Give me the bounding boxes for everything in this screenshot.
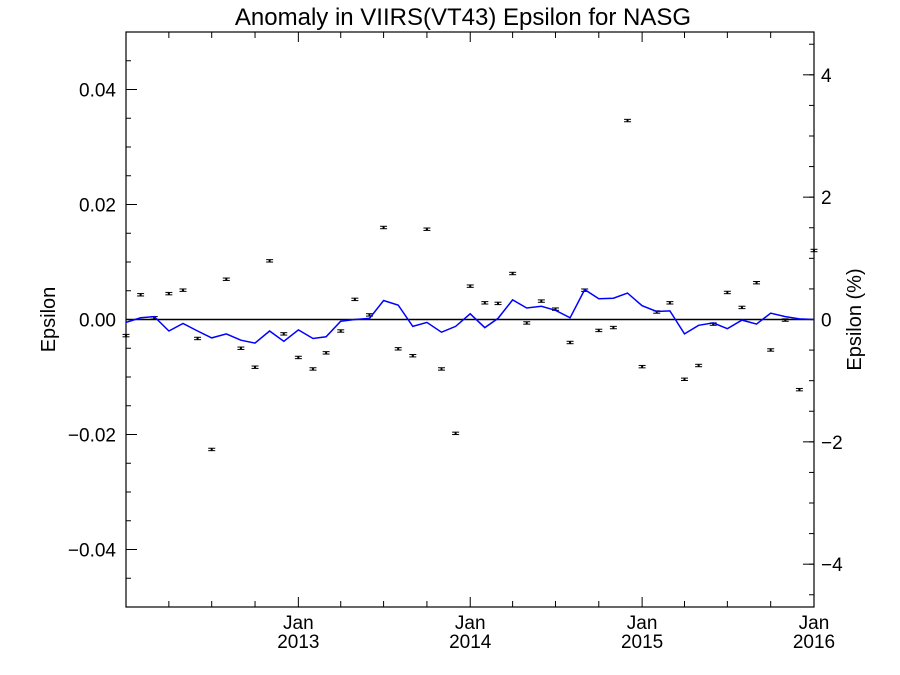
x-tick-month: Jan bbox=[283, 613, 314, 634]
data-point bbox=[666, 301, 674, 305]
x-tick-month: Jan bbox=[627, 613, 658, 634]
data-point bbox=[409, 354, 417, 358]
data-point bbox=[438, 367, 446, 371]
data-point bbox=[122, 333, 130, 338]
data-point bbox=[309, 367, 317, 371]
data-point bbox=[795, 387, 803, 392]
x-tick-year: 2014 bbox=[449, 632, 492, 653]
data-point bbox=[208, 447, 216, 452]
data-point bbox=[222, 277, 230, 281]
data-point bbox=[624, 118, 632, 123]
y-tick-label: 0.04 bbox=[79, 81, 116, 102]
data-point bbox=[194, 336, 202, 341]
data-point bbox=[723, 290, 731, 295]
data-point bbox=[466, 284, 474, 288]
data-point bbox=[509, 271, 517, 276]
data-point bbox=[595, 328, 603, 333]
axes-group: 0.040.020.00−0.02−0.04420−2−4Jan2013Jan2… bbox=[68, 31, 843, 653]
x-tick-year: 2015 bbox=[621, 632, 663, 653]
y2-tick-label: 0 bbox=[821, 311, 832, 332]
data-point bbox=[609, 325, 617, 330]
data-point bbox=[322, 351, 330, 355]
data-point bbox=[452, 431, 460, 436]
data-point bbox=[137, 293, 145, 297]
data-point bbox=[738, 305, 746, 310]
x-tick-month: Jan bbox=[799, 613, 830, 634]
y2-tick-label: −4 bbox=[821, 555, 843, 576]
data-point bbox=[394, 347, 402, 351]
y2-tick-label: 4 bbox=[821, 66, 832, 87]
y-tick-label: 0.02 bbox=[79, 196, 116, 217]
data-point bbox=[351, 297, 359, 302]
data-point bbox=[237, 346, 245, 350]
data-point bbox=[280, 332, 288, 336]
data-point bbox=[781, 318, 789, 322]
y2-tick-label: 2 bbox=[821, 188, 832, 209]
chart-title: Anomaly in VIIRS(VT43) Epsilon for NASG bbox=[235, 4, 691, 31]
data-point bbox=[753, 281, 761, 285]
y-tick-label: 0.00 bbox=[79, 311, 116, 332]
y-tick-label: −0.04 bbox=[68, 541, 117, 562]
y2-tick-label: −2 bbox=[821, 433, 843, 454]
data-point bbox=[294, 355, 302, 360]
data-point bbox=[179, 288, 187, 292]
data-point bbox=[523, 321, 531, 325]
data-point bbox=[481, 301, 489, 305]
x-tick-year: 2016 bbox=[793, 632, 835, 653]
data-point bbox=[638, 364, 646, 369]
data-point bbox=[423, 227, 431, 231]
data-point bbox=[810, 248, 818, 253]
x-tick-month: Jan bbox=[455, 613, 486, 634]
data-point bbox=[566, 340, 574, 345]
y-tick-label: −0.02 bbox=[68, 426, 116, 447]
data-point bbox=[337, 329, 345, 333]
data-point bbox=[767, 348, 775, 352]
data-point bbox=[165, 291, 173, 296]
data-point bbox=[537, 299, 545, 303]
data-point bbox=[680, 377, 688, 381]
trend-line bbox=[125, 288, 815, 344]
data-point bbox=[266, 259, 274, 263]
data-point bbox=[494, 301, 502, 306]
x-tick-year: 2013 bbox=[277, 632, 319, 653]
y2-axis-label: Epsilon (%) bbox=[844, 268, 866, 370]
y-axis-label: Epsilon bbox=[38, 287, 60, 353]
data-group bbox=[122, 118, 818, 452]
data-point bbox=[380, 225, 388, 230]
data-point bbox=[695, 363, 703, 368]
data-point bbox=[251, 365, 259, 369]
